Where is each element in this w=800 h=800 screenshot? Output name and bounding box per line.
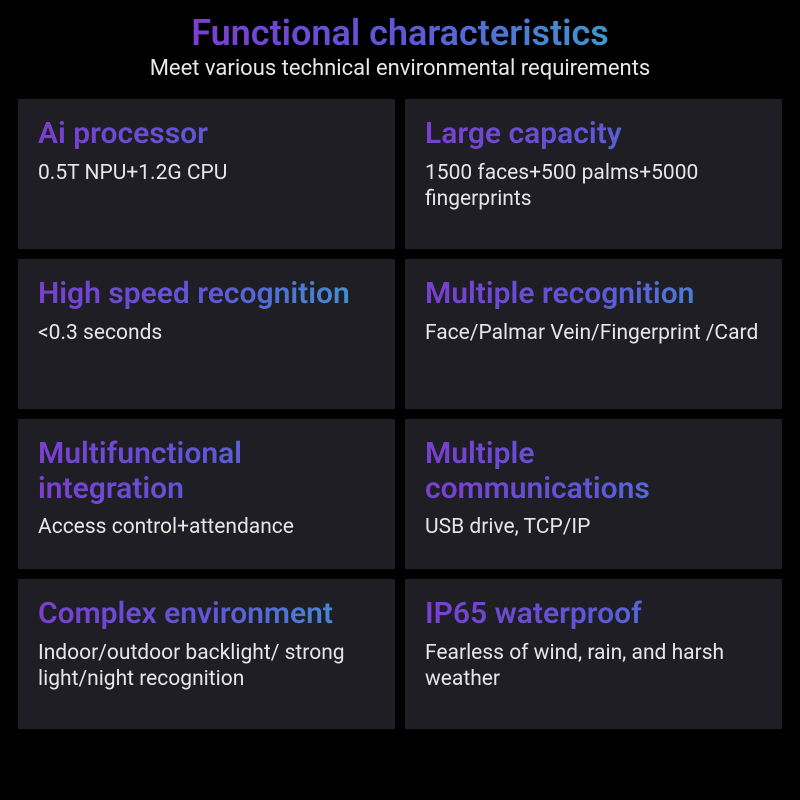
feature-title: Ai processor [38,117,375,152]
feature-title: Multiple recognition [425,277,762,312]
page-title: Functional characteristics [191,12,609,54]
feature-body: 0.5T NPU+1.2G CPU [38,160,375,186]
feature-grid: Ai processor 0.5T NPU+1.2G CPU Large cap… [18,99,782,729]
header: Functional characteristics Meet various … [18,12,782,81]
feature-body: Face/Palmar Vein/Fingerprint /Card [425,320,762,346]
feature-body: <0.3 seconds [38,320,375,346]
feature-body: Indoor/outdoor backlight/ strong light/n… [38,640,375,693]
feature-title: High speed recognition [38,277,375,312]
feature-title: Complex environment [38,597,375,632]
feature-card: High speed recognition <0.3 seconds [18,259,395,409]
feature-card: Multiple recognition Face/Palmar Vein/Fi… [405,259,782,409]
feature-card: Complex environment Indoor/outdoor backl… [18,579,395,729]
feature-card: Multiple communications USB drive, TCP/I… [405,419,782,569]
feature-title: IP65 waterproof [425,597,762,632]
feature-card: Large capacity 1500 faces+500 palms+5000… [405,99,782,249]
feature-card: IP65 waterproof Fearless of wind, rain, … [405,579,782,729]
feature-body: USB drive, TCP/IP [425,514,762,540]
page: Functional characteristics Meet various … [0,0,800,800]
feature-card: Ai processor 0.5T NPU+1.2G CPU [18,99,395,249]
feature-title: Large capacity [425,117,762,152]
feature-title: Multifunctional integration [38,437,375,506]
page-subtitle: Meet various technical environmental req… [18,56,782,81]
feature-body: Access control+attendance [38,514,375,540]
feature-card: Multifunctional integration Access contr… [18,419,395,569]
feature-title: Multiple communications [425,437,762,506]
feature-body: 1500 faces+500 palms+5000 fingerprints [425,160,762,213]
feature-body: Fearless of wind, rain, and harsh weathe… [425,640,762,693]
